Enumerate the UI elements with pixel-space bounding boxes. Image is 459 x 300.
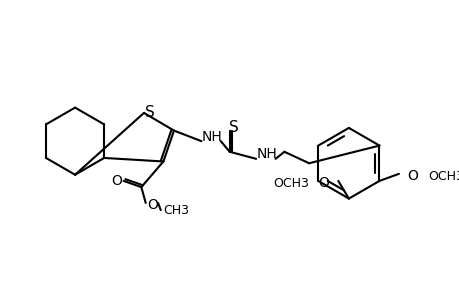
Text: S: S bbox=[229, 120, 238, 135]
Text: NH: NH bbox=[201, 130, 222, 144]
Text: S: S bbox=[145, 105, 155, 120]
Text: OCH3: OCH3 bbox=[273, 177, 308, 190]
Text: CH3: CH3 bbox=[163, 204, 189, 217]
Text: O: O bbox=[407, 169, 418, 183]
Text: O: O bbox=[111, 174, 122, 188]
Text: O: O bbox=[318, 176, 329, 190]
Text: OCH3: OCH3 bbox=[427, 170, 459, 183]
Text: NH: NH bbox=[256, 147, 276, 161]
Text: O: O bbox=[147, 198, 158, 212]
